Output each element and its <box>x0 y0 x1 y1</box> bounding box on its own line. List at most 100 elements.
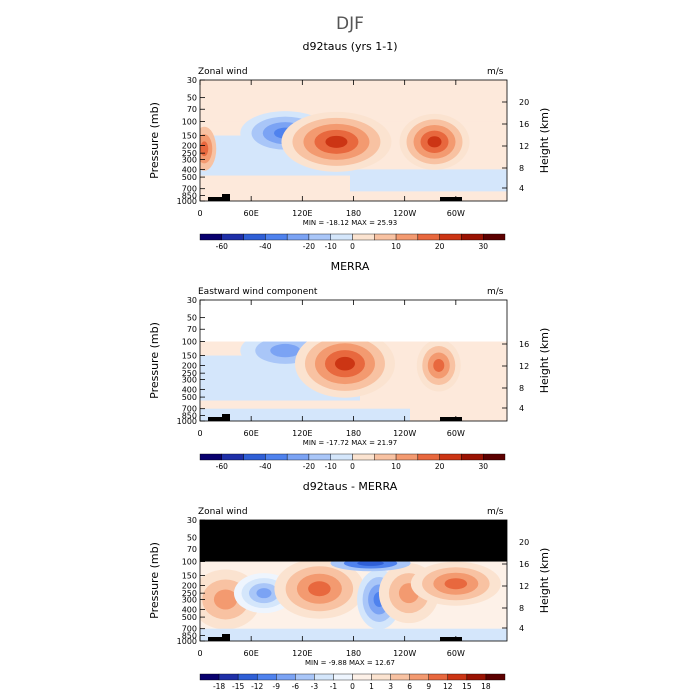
contour-fill <box>433 358 445 372</box>
lon-tick-label: 120E <box>292 209 312 218</box>
colorbar-swatch <box>221 453 244 461</box>
pressure-tick-label: 400 <box>182 605 197 614</box>
contour-fill <box>308 581 331 597</box>
colorbar-label: 20 <box>435 242 445 251</box>
colorbar-label: -3 <box>311 682 319 691</box>
lon-tick-label: 120W <box>393 429 416 438</box>
pressure-tick-label: 400 <box>182 385 197 394</box>
heatmap-field <box>200 520 507 641</box>
height-tick-label: 12 <box>519 582 529 591</box>
pressure-tick-label: 30 <box>187 296 197 305</box>
contour-fill <box>357 560 384 566</box>
lon-tick-label: 60W <box>447 429 465 438</box>
colorbar-swatch <box>330 233 353 241</box>
pressure-tick-label: 100 <box>182 338 197 347</box>
colorbar-swatch <box>483 233 506 241</box>
colorbar-label: 6 <box>407 682 412 691</box>
colorbar-label: -12 <box>251 682 263 691</box>
min-max-stats: MIN = -9.88 MAX = 12.67 <box>305 659 395 667</box>
pressure-tick-label: 850 <box>182 191 197 200</box>
variable-label: Eastward wind component <box>198 287 318 297</box>
lon-tick-label: 180 <box>346 649 361 658</box>
pressure-tick-label: 30 <box>187 516 197 525</box>
height-tick-label: 12 <box>519 362 529 371</box>
colorbar-swatch <box>243 233 266 241</box>
colorbar-label: -6 <box>292 682 300 691</box>
units-label: m/s <box>487 287 504 297</box>
pressure-tick-label: 300 <box>182 375 197 384</box>
variable-label: Zonal wind <box>198 507 248 517</box>
pressure-tick-label: 300 <box>182 155 197 164</box>
pressure-tick-label: 700 <box>182 185 197 194</box>
contour-fill <box>427 136 442 148</box>
colorbar-swatch <box>374 233 397 241</box>
lon-tick-label: 120W <box>393 209 416 218</box>
panel-title: MERRA <box>331 260 370 273</box>
colorbar-label: 20 <box>435 462 445 471</box>
colorbar-swatch <box>390 673 410 681</box>
colorbar-swatch <box>237 673 258 681</box>
lon-tick-label: 120W <box>393 649 416 658</box>
colorbar-swatch <box>265 453 288 461</box>
topography <box>222 414 230 421</box>
height-tick-label: 8 <box>519 164 524 173</box>
pressure-tick-label: 250 <box>182 589 197 598</box>
colorbar-swatch <box>256 673 277 681</box>
colorbar-swatch <box>314 673 334 681</box>
pressure-tick-label: 250 <box>182 149 197 158</box>
colorbar-label: -10 <box>325 462 337 471</box>
panel-title: d92taus - MERRA <box>303 480 398 493</box>
masked-region <box>200 520 507 562</box>
topography <box>222 194 230 201</box>
lon-tick-label: 0 <box>197 209 202 218</box>
colorbar-label: -60 <box>216 462 228 471</box>
y-axis-label: Pressure (mb) <box>148 542 161 619</box>
topography <box>208 197 228 201</box>
pressure-tick-label: 50 <box>187 94 197 103</box>
colorbar-swatch <box>466 673 487 681</box>
colorbar-swatch <box>218 673 239 681</box>
colorbar-label: 1 <box>369 682 374 691</box>
colorbar-swatch <box>371 673 391 681</box>
colorbar-swatch <box>461 453 484 461</box>
pressure-tick-label: 1000 <box>177 637 197 646</box>
colorbar-swatch <box>352 673 372 681</box>
pressure-tick-label: 1000 <box>177 197 197 206</box>
pressure-tick-label: 100 <box>182 118 197 127</box>
contour-fill <box>213 589 238 610</box>
height-tick-label: 16 <box>519 560 529 569</box>
y2-axis-label: Height (km) <box>538 108 551 174</box>
units-label: m/s <box>487 67 504 77</box>
heatmap-field <box>200 300 507 421</box>
colorbar-swatch <box>286 233 310 241</box>
pressure-tick-label: 100 <box>182 558 197 567</box>
contour-fill <box>444 578 468 590</box>
colorbar-swatch <box>265 233 288 241</box>
y-axis-label: Pressure (mb) <box>148 102 161 179</box>
pressure-tick-label: 500 <box>182 613 197 622</box>
colorbar-label: 3 <box>388 682 393 691</box>
pressure-tick-label: 200 <box>182 141 197 150</box>
height-tick-label: 16 <box>519 340 529 349</box>
height-tick-label: 12 <box>519 142 529 151</box>
min-max-stats: MIN = -17.72 MAX = 21.97 <box>303 439 397 447</box>
pressure-tick-label: 850 <box>182 631 197 640</box>
topography <box>440 417 462 421</box>
height-tick-label: 20 <box>519 98 529 107</box>
colorbar-swatch <box>483 453 506 461</box>
colorbar-label: -18 <box>213 682 225 691</box>
colorbar-label: 0 <box>350 462 355 471</box>
colorbar-label: -9 <box>273 682 281 691</box>
colorbar-label: 30 <box>478 242 488 251</box>
y2-axis-label: Height (km) <box>538 328 551 394</box>
pressure-tick-label: 250 <box>182 369 197 378</box>
contour-fill <box>334 356 355 371</box>
variable-label: Zonal wind <box>198 67 248 77</box>
pressure-tick-label: 70 <box>187 325 197 334</box>
colorbar-swatch <box>352 233 375 241</box>
colorbar-label: 0 <box>350 242 355 251</box>
colorbar-swatch <box>308 233 331 241</box>
lon-tick-label: 60W <box>447 209 465 218</box>
pressure-tick-label: 200 <box>182 361 197 370</box>
